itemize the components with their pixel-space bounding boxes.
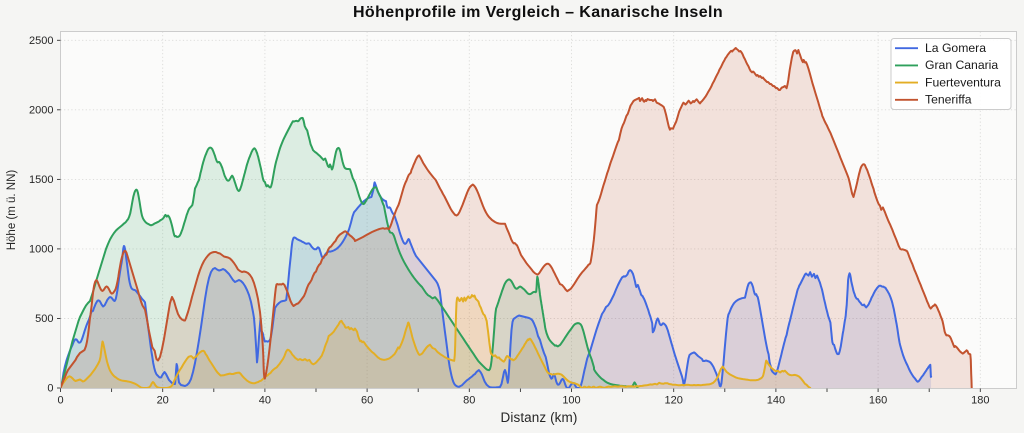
svg-text:2000: 2000 <box>29 104 53 116</box>
svg-text:0: 0 <box>47 383 53 395</box>
svg-text:Fuerteventura: Fuerteventura <box>925 75 1001 89</box>
svg-text:40: 40 <box>259 395 271 407</box>
svg-text:500: 500 <box>35 313 53 325</box>
svg-text:60: 60 <box>361 395 373 407</box>
svg-text:La Gomera: La Gomera <box>925 41 986 55</box>
svg-text:100: 100 <box>562 395 580 407</box>
svg-text:Teneriffa: Teneriffa <box>925 93 972 107</box>
svg-text:180: 180 <box>971 395 989 407</box>
svg-text:Höhenprofile im Vergleich – Ka: Höhenprofile im Vergleich – Kanarische I… <box>353 4 723 21</box>
svg-text:Gran Canaria: Gran Canaria <box>925 58 998 72</box>
svg-text:160: 160 <box>869 395 887 407</box>
svg-text:140: 140 <box>767 395 785 407</box>
svg-text:120: 120 <box>665 395 683 407</box>
svg-text:80: 80 <box>463 395 475 407</box>
svg-text:20: 20 <box>157 395 169 407</box>
svg-text:Höhe (m ü. NN): Höhe (m ü. NN) <box>6 170 18 251</box>
svg-text:Distanz (km): Distanz (km) <box>501 410 578 425</box>
svg-text:1500: 1500 <box>29 174 53 186</box>
svg-text:2500: 2500 <box>29 35 53 47</box>
svg-text:1000: 1000 <box>29 243 53 255</box>
svg-text:0: 0 <box>57 395 63 407</box>
